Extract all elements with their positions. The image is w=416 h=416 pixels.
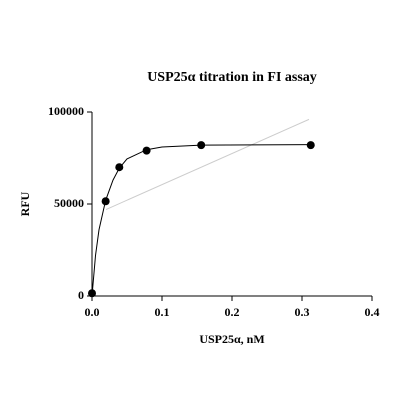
data-point (88, 289, 96, 298)
chart-title: USP25α titration in FI assay (147, 70, 317, 85)
data-point (101, 197, 110, 206)
data-point (197, 141, 206, 150)
x-tick-label: 0.4 (365, 305, 380, 319)
x-tick-label: 0.2 (225, 305, 240, 319)
y-tick-label: 100000 (48, 104, 84, 118)
x-tick-label: 0.0 (85, 305, 100, 319)
fit-line (105, 118, 310, 210)
x-tick-label: 0.1 (155, 305, 170, 319)
y-tick-label: 50000 (54, 196, 84, 210)
data-point (306, 141, 315, 150)
data-point (115, 163, 124, 172)
y-tick-label: 0 (78, 288, 84, 302)
x-tick-label: 0.3 (295, 305, 310, 319)
y-axis-label: RFU (18, 191, 32, 216)
data-point (142, 146, 151, 155)
x-axis-label: USP25α, nM (199, 332, 264, 346)
